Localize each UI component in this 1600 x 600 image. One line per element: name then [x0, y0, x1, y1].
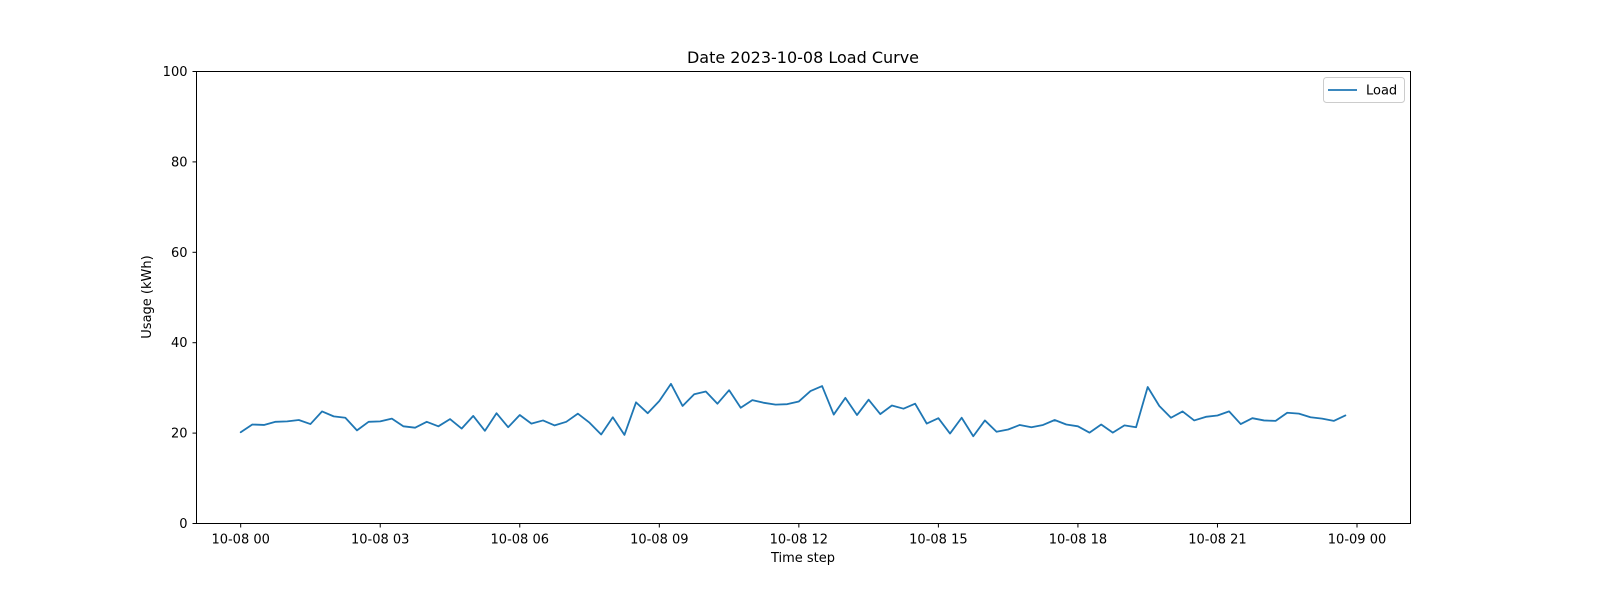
x-tick-label: 10-08 09	[630, 533, 688, 548]
x-tick-label: 10-08 21	[1188, 533, 1246, 548]
x-axis-label: Time step	[770, 551, 835, 566]
y-tick-label: 100	[163, 65, 188, 80]
y-tick-label: 20	[171, 427, 188, 442]
x-axis-ticks: 10-08 00 10-08 03 10-08 06 10-08 09 10-08 12…	[211, 523, 1386, 548]
x-tick-label: 10-09 00	[1328, 533, 1386, 548]
y-tick-label: 40	[171, 336, 188, 351]
legend: Load	[1323, 77, 1405, 103]
series-line-load	[239, 382, 1347, 438]
y-axis-label: Usage (kWh)	[140, 255, 155, 338]
y-tick-label: 60	[171, 246, 188, 261]
x-tick-label: 10-08 15	[909, 533, 967, 548]
y-tick-label: 80	[171, 155, 188, 170]
plot-area-frame	[196, 71, 1411, 524]
legend-box	[1323, 77, 1405, 103]
x-tick-label: 10-08 06	[491, 533, 549, 548]
x-tick-label: 10-08 03	[351, 533, 409, 548]
chart-title: Date 2023-10-08 Load Curve	[687, 48, 919, 67]
y-tick-label: 0	[179, 517, 187, 532]
legend-label-load: Load	[1366, 84, 1397, 99]
y-axis-ticks: 0 20 40 60 80 100	[163, 65, 197, 532]
x-tick-label: 10-08 12	[770, 533, 828, 548]
x-tick-label: 10-08 00	[211, 533, 269, 548]
x-tick-label: 10-08 18	[1049, 533, 1107, 548]
